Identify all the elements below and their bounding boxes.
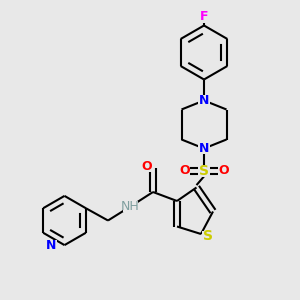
FancyBboxPatch shape bbox=[198, 95, 210, 106]
Text: N: N bbox=[46, 239, 56, 252]
FancyBboxPatch shape bbox=[202, 231, 214, 242]
Text: N: N bbox=[199, 142, 209, 155]
FancyBboxPatch shape bbox=[45, 240, 57, 251]
FancyBboxPatch shape bbox=[198, 11, 210, 22]
FancyBboxPatch shape bbox=[218, 166, 229, 176]
Text: O: O bbox=[179, 164, 190, 178]
FancyBboxPatch shape bbox=[198, 165, 210, 177]
Text: O: O bbox=[218, 164, 229, 178]
FancyBboxPatch shape bbox=[141, 161, 152, 172]
Text: S: S bbox=[199, 164, 209, 178]
FancyBboxPatch shape bbox=[179, 166, 190, 176]
Text: O: O bbox=[141, 160, 152, 173]
Text: N: N bbox=[199, 94, 209, 107]
Text: NH: NH bbox=[121, 200, 140, 213]
FancyBboxPatch shape bbox=[123, 201, 138, 212]
Text: F: F bbox=[200, 10, 208, 23]
Text: S: S bbox=[202, 230, 213, 243]
FancyBboxPatch shape bbox=[198, 143, 210, 154]
